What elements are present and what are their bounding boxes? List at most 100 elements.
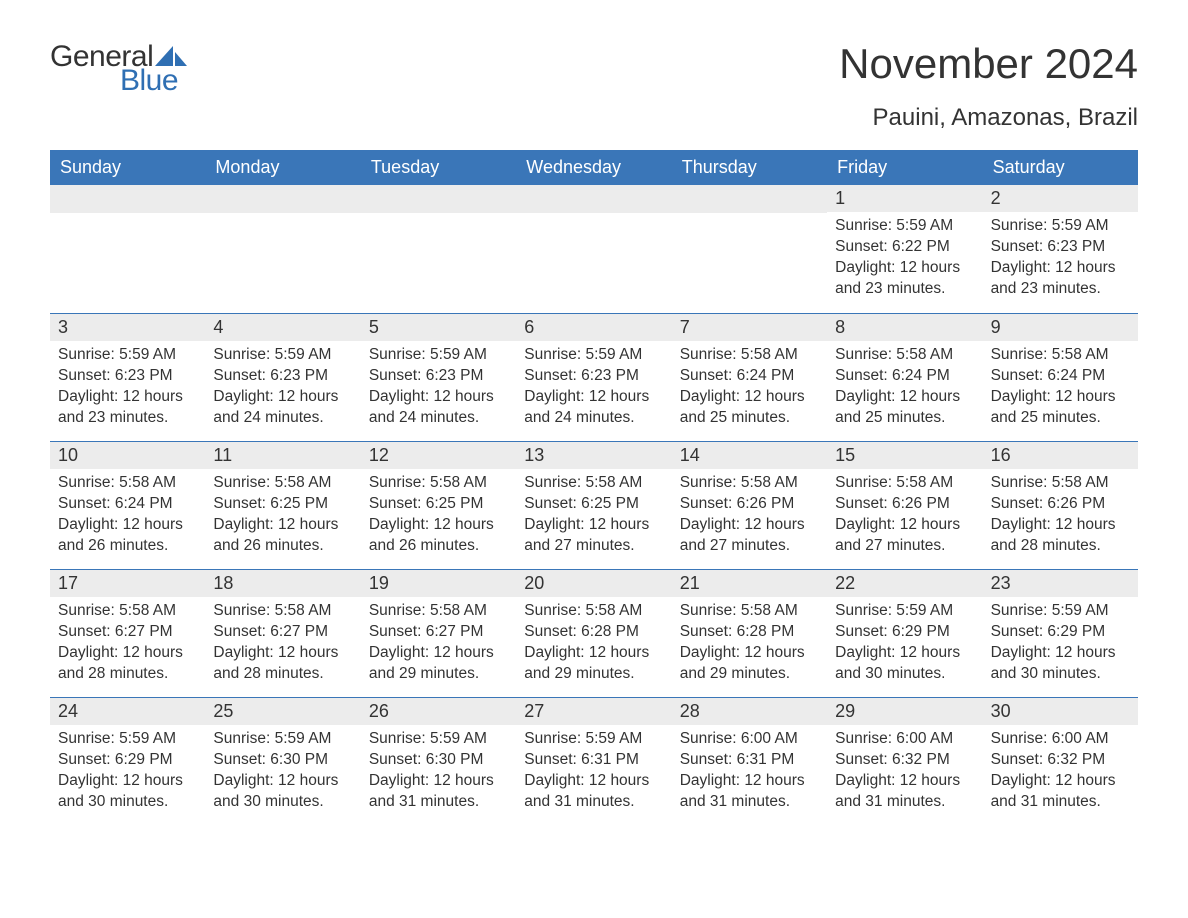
sunset-text: Sunset: 6:24 PM xyxy=(680,366,819,387)
day-cell xyxy=(516,185,671,313)
day-body: Sunrise: 5:58 AMSunset: 6:24 PMDaylight:… xyxy=(983,341,1138,437)
weekday-wednesday: Wednesday xyxy=(516,150,671,185)
day-cell: 1Sunrise: 5:59 AMSunset: 6:22 PMDaylight… xyxy=(827,185,982,313)
day-body: Sunrise: 6:00 AMSunset: 6:32 PMDaylight:… xyxy=(827,725,982,821)
daylight-text-line2: and 31 minutes. xyxy=(524,792,663,813)
daynum-bar: 20 xyxy=(516,569,671,597)
daylight-text-line2: and 31 minutes. xyxy=(369,792,508,813)
day-cell: 10Sunrise: 5:58 AMSunset: 6:24 PMDayligh… xyxy=(50,441,205,569)
day-body: Sunrise: 5:58 AMSunset: 6:26 PMDaylight:… xyxy=(983,469,1138,565)
logo: General Blue xyxy=(50,40,187,98)
day-body: Sunrise: 6:00 AMSunset: 6:31 PMDaylight:… xyxy=(672,725,827,821)
daylight-text-line2: and 28 minutes. xyxy=(991,536,1130,557)
daylight-text-line2: and 27 minutes. xyxy=(835,536,974,557)
sunset-text: Sunset: 6:26 PM xyxy=(680,494,819,515)
sunset-text: Sunset: 6:23 PM xyxy=(58,366,197,387)
daylight-text-line2: and 23 minutes. xyxy=(835,279,974,300)
daynum-bar: 27 xyxy=(516,697,671,725)
day-cell: 25Sunrise: 5:59 AMSunset: 6:30 PMDayligh… xyxy=(205,697,360,825)
daylight-text-line1: Daylight: 12 hours xyxy=(369,643,508,664)
sunrise-text: Sunrise: 5:59 AM xyxy=(369,729,508,750)
sunrise-text: Sunrise: 5:59 AM xyxy=(58,345,197,366)
day-cell: 6Sunrise: 5:59 AMSunset: 6:23 PMDaylight… xyxy=(516,313,671,441)
weekday-saturday: Saturday xyxy=(983,150,1138,185)
day-cell: 24Sunrise: 5:59 AMSunset: 6:29 PMDayligh… xyxy=(50,697,205,825)
day-cell: 2Sunrise: 5:59 AMSunset: 6:23 PMDaylight… xyxy=(983,185,1138,313)
day-cell: 19Sunrise: 5:58 AMSunset: 6:27 PMDayligh… xyxy=(361,569,516,697)
day-body: Sunrise: 5:58 AMSunset: 6:27 PMDaylight:… xyxy=(205,597,360,693)
sunset-text: Sunset: 6:23 PM xyxy=(991,237,1130,258)
sunrise-text: Sunrise: 5:59 AM xyxy=(835,216,974,237)
day-body: Sunrise: 5:59 AMSunset: 6:23 PMDaylight:… xyxy=(516,341,671,437)
weekday-tuesday: Tuesday xyxy=(361,150,516,185)
day-body: Sunrise: 5:59 AMSunset: 6:29 PMDaylight:… xyxy=(827,597,982,693)
sunrise-text: Sunrise: 5:58 AM xyxy=(58,473,197,494)
sunset-text: Sunset: 6:24 PM xyxy=(991,366,1130,387)
day-cell: 9Sunrise: 5:58 AMSunset: 6:24 PMDaylight… xyxy=(983,313,1138,441)
day-body: Sunrise: 5:59 AMSunset: 6:23 PMDaylight:… xyxy=(983,212,1138,308)
daylight-text-line2: and 30 minutes. xyxy=(213,792,352,813)
daynum-bar: 4 xyxy=(205,313,360,341)
day-body: Sunrise: 6:00 AMSunset: 6:32 PMDaylight:… xyxy=(983,725,1138,821)
day-cell xyxy=(205,185,360,313)
daylight-text-line1: Daylight: 12 hours xyxy=(213,387,352,408)
daylight-text-line1: Daylight: 12 hours xyxy=(991,387,1130,408)
daynum-bar: 23 xyxy=(983,569,1138,597)
sunrise-text: Sunrise: 5:59 AM xyxy=(835,601,974,622)
sunrise-text: Sunrise: 5:58 AM xyxy=(58,601,197,622)
daylight-text-line1: Daylight: 12 hours xyxy=(58,771,197,792)
sunrise-text: Sunrise: 5:59 AM xyxy=(213,729,352,750)
daylight-text-line2: and 30 minutes. xyxy=(58,792,197,813)
daylight-text-line1: Daylight: 12 hours xyxy=(58,643,197,664)
daylight-text-line1: Daylight: 12 hours xyxy=(835,258,974,279)
location: Pauini, Amazonas, Brazil xyxy=(839,104,1138,132)
day-cell: 3Sunrise: 5:59 AMSunset: 6:23 PMDaylight… xyxy=(50,313,205,441)
day-body: Sunrise: 5:59 AMSunset: 6:23 PMDaylight:… xyxy=(361,341,516,437)
day-body: Sunrise: 5:59 AMSunset: 6:29 PMDaylight:… xyxy=(983,597,1138,693)
weekday-friday: Friday xyxy=(827,150,982,185)
day-cell: 7Sunrise: 5:58 AMSunset: 6:24 PMDaylight… xyxy=(672,313,827,441)
daylight-text-line1: Daylight: 12 hours xyxy=(213,643,352,664)
sunset-text: Sunset: 6:29 PM xyxy=(58,750,197,771)
sunset-text: Sunset: 6:28 PM xyxy=(680,622,819,643)
daynum-bar-empty xyxy=(516,185,671,213)
day-body: Sunrise: 5:59 AMSunset: 6:31 PMDaylight:… xyxy=(516,725,671,821)
daynum-bar-empty xyxy=(672,185,827,213)
daylight-text-line1: Daylight: 12 hours xyxy=(680,515,819,536)
daylight-text-line2: and 24 minutes. xyxy=(524,408,663,429)
daylight-text-line1: Daylight: 12 hours xyxy=(213,515,352,536)
daylight-text-line2: and 27 minutes. xyxy=(524,536,663,557)
calendar-page: General Blue November 2024 Pauini, Amazo… xyxy=(0,0,1188,855)
sunset-text: Sunset: 6:23 PM xyxy=(369,366,508,387)
daynum-bar: 13 xyxy=(516,441,671,469)
daynum-bar: 7 xyxy=(672,313,827,341)
daylight-text-line1: Daylight: 12 hours xyxy=(991,515,1130,536)
daylight-text-line1: Daylight: 12 hours xyxy=(835,643,974,664)
day-cell: 27Sunrise: 5:59 AMSunset: 6:31 PMDayligh… xyxy=(516,697,671,825)
day-body: Sunrise: 5:58 AMSunset: 6:28 PMDaylight:… xyxy=(516,597,671,693)
sunrise-text: Sunrise: 5:58 AM xyxy=(680,473,819,494)
sunset-text: Sunset: 6:27 PM xyxy=(369,622,508,643)
logo-word2: Blue xyxy=(120,64,178,98)
day-cell xyxy=(672,185,827,313)
day-body: Sunrise: 5:59 AMSunset: 6:23 PMDaylight:… xyxy=(50,341,205,437)
day-cell: 4Sunrise: 5:59 AMSunset: 6:23 PMDaylight… xyxy=(205,313,360,441)
daylight-text-line1: Daylight: 12 hours xyxy=(524,515,663,536)
daylight-text-line2: and 30 minutes. xyxy=(835,664,974,685)
daylight-text-line1: Daylight: 12 hours xyxy=(991,771,1130,792)
day-cell: 16Sunrise: 5:58 AMSunset: 6:26 PMDayligh… xyxy=(983,441,1138,569)
daylight-text-line2: and 29 minutes. xyxy=(680,664,819,685)
sunset-text: Sunset: 6:25 PM xyxy=(369,494,508,515)
day-cell: 18Sunrise: 5:58 AMSunset: 6:27 PMDayligh… xyxy=(205,569,360,697)
sunrise-text: Sunrise: 5:58 AM xyxy=(524,601,663,622)
daylight-text-line2: and 31 minutes. xyxy=(835,792,974,813)
daylight-text-line1: Daylight: 12 hours xyxy=(991,643,1130,664)
day-body: Sunrise: 5:59 AMSunset: 6:30 PMDaylight:… xyxy=(205,725,360,821)
daylight-text-line1: Daylight: 12 hours xyxy=(524,387,663,408)
day-cell: 26Sunrise: 5:59 AMSunset: 6:30 PMDayligh… xyxy=(361,697,516,825)
daylight-text-line1: Daylight: 12 hours xyxy=(680,387,819,408)
day-body: Sunrise: 5:58 AMSunset: 6:28 PMDaylight:… xyxy=(672,597,827,693)
day-cell: 23Sunrise: 5:59 AMSunset: 6:29 PMDayligh… xyxy=(983,569,1138,697)
daylight-text-line1: Daylight: 12 hours xyxy=(991,258,1130,279)
daylight-text-line1: Daylight: 12 hours xyxy=(835,387,974,408)
